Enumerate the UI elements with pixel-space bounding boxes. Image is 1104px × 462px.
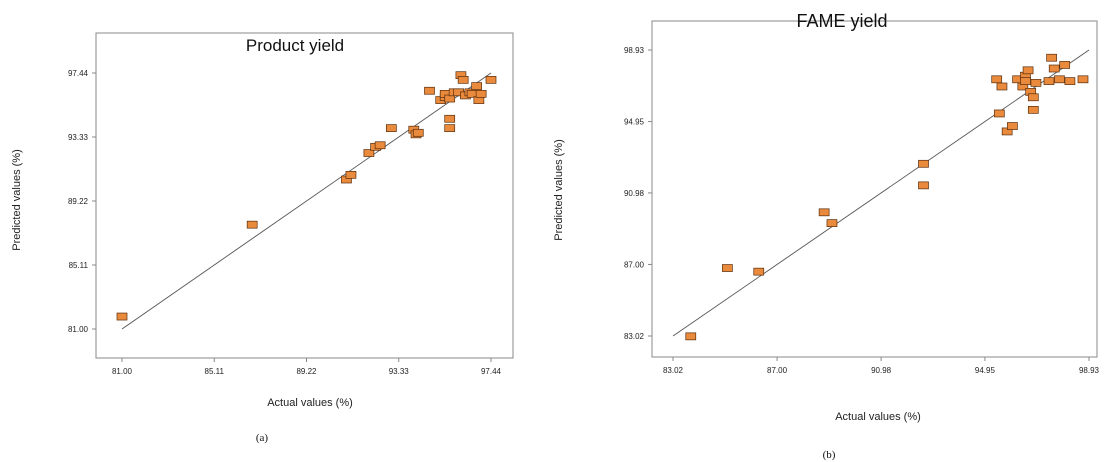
x-tick-label-a: 81.00 [112,367,133,376]
y-ticks-a: 81.00 85.11 89.22 93.33 97.44 [68,69,96,334]
data-point-b [1059,61,1071,69]
fit-line-a [121,72,492,330]
data-point-a [363,149,375,157]
chart-product-yield: Product yield Actual values (%) Predicte… [11,32,514,444]
plot-frame-a [95,32,514,359]
fit-line-a [121,72,492,330]
points-a [116,71,497,321]
y-tick-label-a: 97.44 [68,69,89,78]
y-tick-label-a: 89.22 [68,197,89,206]
x-axis-label-a: Actual values (%) [267,397,353,409]
data-point-a [345,170,357,179]
data-point-a [374,141,386,150]
data-point-b [1064,77,1076,85]
data-point-b [1027,93,1039,102]
y-tick-label-b: 87.00 [624,260,645,269]
x-tick-label-a: 97.44 [481,367,502,376]
y-tick-label-a: 85.11 [69,261,89,270]
y-axis-label-b: Predicted values (%) [553,139,565,241]
x-tick-label-a: 93.33 [389,367,410,376]
data-point-b [1048,64,1060,73]
data-point-b [685,332,697,341]
data-point-b [993,109,1005,118]
fit-line-b [672,49,1090,337]
y-axis-label-a: Predicted values (%) [11,149,23,251]
data-point-a [475,90,487,98]
y-tick-label-b: 98.93 [624,46,645,55]
data-point-a [412,128,424,137]
y-tick-label-b: 83.02 [624,332,645,341]
chart-title-b: FAME yield [796,11,887,31]
data-point-b [1027,106,1039,114]
data-point-b [991,75,1003,84]
data-point-a [471,82,482,90]
data-point-b [1046,53,1057,62]
data-point-b [1043,77,1055,85]
data-point-b [722,264,733,272]
data-point-a [457,76,469,84]
data-point-a [424,86,435,95]
x-ticks-b: 83.02 87.00 90.98 94.95 98.93 [663,357,1100,375]
x-tick-label-a: 89.22 [296,367,317,376]
data-point-b [918,159,929,168]
data-point-b [996,82,1008,91]
plot-frame-b [651,20,1098,358]
chart-title-a: Product yield [246,36,344,55]
data-point-b [1077,75,1089,84]
x-tick-label-b: 98.93 [1079,366,1100,375]
data-point-b [818,208,830,217]
data-point-b [918,181,929,190]
y-tick-label-b: 94.95 [624,118,645,127]
points-b [685,53,1089,341]
data-point-b [1007,122,1018,130]
data-point-b [1022,66,1034,75]
data-point-b [1030,79,1042,87]
data-point-b [1020,77,1031,85]
x-tick-label-b: 90.98 [871,366,892,375]
data-point-a [444,114,456,123]
data-point-b [753,267,765,276]
chart-fame-yield: FAME yield Actual values (%) Predicted v… [553,11,1100,461]
x-axis-label-b: Actual values (%) [835,411,921,423]
y-tick-label-b: 90.98 [624,189,645,198]
fit-line-b [672,49,1090,337]
data-point-a [385,124,397,132]
data-point-a [485,76,497,84]
data-point-a [116,312,128,321]
y-tick-label-a: 93.33 [68,133,89,142]
x-tick-label-b: 87.00 [767,366,788,375]
y-tick-label-a: 81.00 [68,325,89,334]
data-point-a [246,220,258,229]
panel-caption-b: (b) [823,449,836,461]
x-ticks-a: 81.00 85.11 89.22 93.33 97.44 [112,358,502,376]
panel-caption-a: (a) [256,432,269,444]
y-ticks-b: 83.02 87.00 90.98 94.95 98.93 [624,46,652,341]
x-tick-label-a: 85.11 [205,367,225,376]
data-point-b [826,219,838,227]
x-tick-label-b: 83.02 [663,366,684,375]
data-point-a [444,124,456,132]
x-tick-label-b: 94.95 [975,366,996,375]
data-point-b [1054,75,1065,84]
